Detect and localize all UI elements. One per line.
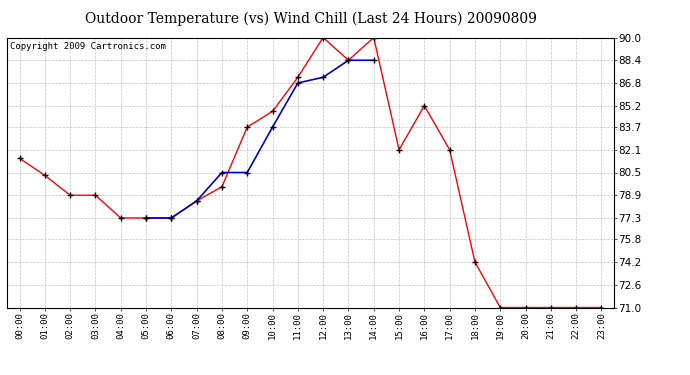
Text: Copyright 2009 Cartronics.com: Copyright 2009 Cartronics.com [10,42,166,51]
Text: Outdoor Temperature (vs) Wind Chill (Last 24 Hours) 20090809: Outdoor Temperature (vs) Wind Chill (Las… [85,11,536,26]
